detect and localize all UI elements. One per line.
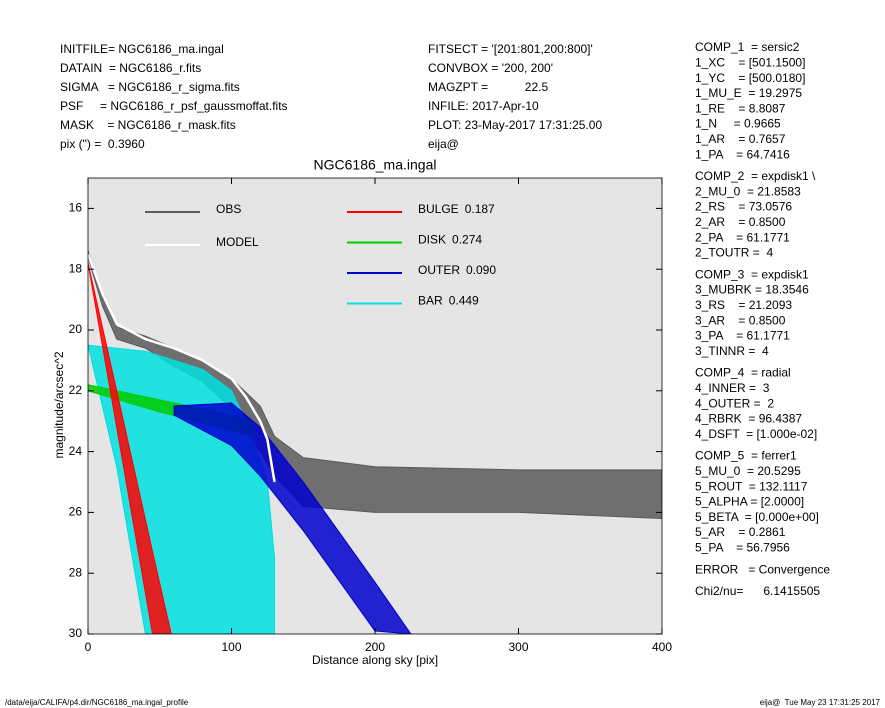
- legend-name: DISK: [418, 233, 446, 247]
- parameter-line: COMP_3 = expdisk1: [695, 267, 809, 281]
- parameter-line: 1_PA = 64.7416: [695, 147, 790, 161]
- y-axis-label: magnitude/arcsec^2: [52, 351, 66, 458]
- y-tick-label: 20: [69, 322, 83, 336]
- plot-data: [88, 250, 662, 634]
- header-line: MASK = NGC6186_r_mask.fits: [60, 118, 236, 132]
- y-tick-label: 18: [69, 261, 83, 275]
- parameter-line: 4_DSFT = [1.000e-02]: [695, 427, 817, 441]
- y-tick-label: 24: [69, 444, 83, 458]
- parameter-line: 5_ROUT = 132.1117: [695, 479, 808, 493]
- x-tick-label: 0: [85, 640, 92, 654]
- legend-fraction: 0.187: [465, 202, 495, 216]
- parameter-line: ERROR = Convergence: [695, 562, 830, 576]
- parameter-line: 4_RBRK = 96.4387: [695, 412, 802, 426]
- parameter-line: 1_RE = 8.8087: [695, 101, 786, 115]
- parameter-line: 2_MU_0 = 21.8583: [695, 184, 801, 198]
- parameter-line: 5_AR = 0.2861: [695, 525, 786, 539]
- footer-path: /data/eija/CALIFA/p4.dir/NGC6186_ma.inga…: [5, 698, 189, 707]
- legend-label: OUTER 0.090: [418, 263, 496, 277]
- component-band: [88, 263, 172, 634]
- header-line: SIGMA = NGC6186_r_sigma.fits: [60, 80, 240, 94]
- header-line: PSF = NGC6186_r_psf_gaussmoffat.fits: [60, 99, 288, 113]
- legend-label: BULGE 0.187: [418, 202, 495, 216]
- y-tick-label: 28: [69, 565, 83, 579]
- x-tick-label: 200: [365, 640, 385, 654]
- model-line: [88, 253, 276, 483]
- parameter-line: 4_INNER = 3: [695, 381, 770, 395]
- parameter-line: 5_MU_0 = 20.5295: [695, 464, 801, 478]
- legend-name: OUTER: [418, 263, 460, 277]
- x-axis-label: Distance along sky [pix]: [312, 653, 438, 667]
- y-tick-label: 30: [69, 626, 83, 640]
- legend-fraction: 0.274: [452, 233, 482, 247]
- parameter-line: COMP_5 = ferrer1: [695, 449, 797, 463]
- parameter-line: 3_MUBRK = 18.3546: [695, 283, 809, 297]
- parameter-line: 1_XC = [501.1500]: [695, 55, 805, 69]
- header-line: pix (") = 0.3960: [60, 137, 145, 151]
- x-tick-label: 300: [508, 640, 528, 654]
- parameter-line: 2_AR = 0.8500: [695, 215, 786, 229]
- x-tick-label: 400: [652, 640, 672, 654]
- legend-fraction: 0.090: [466, 263, 496, 277]
- parameter-line: 2_PA = 61.1771: [695, 230, 790, 244]
- header-line: FITSECT = '[201:801,200:800]': [428, 42, 593, 56]
- parameter-line: 4_OUTER = 2: [695, 396, 774, 410]
- parameter-line: 5_PA = 56.7956: [695, 540, 790, 554]
- parameter-line: COMP_4 = radial: [695, 366, 791, 380]
- component-band: [173, 402, 412, 634]
- parameter-line: 1_AR = 0.7657: [695, 132, 786, 146]
- header-line: PLOT: 23-May-2017 17:31:25.00: [428, 118, 602, 132]
- parameter-line: Chi2/nu= 6.1415505: [695, 584, 820, 598]
- parameter-line: 1_N = 0.9665: [695, 117, 781, 131]
- parameter-line: 3_PA = 61.1771: [695, 329, 790, 343]
- chart-title: NGC6186_ma.ingal: [314, 157, 437, 173]
- parameter-line: 2_TOUTR = 4: [695, 246, 773, 260]
- header-line: eija@: [428, 137, 459, 151]
- legend-label: DISK 0.274: [418, 233, 482, 247]
- legend-name: BAR: [418, 294, 443, 308]
- header-line: DATAIN = NGC6186_r.fits: [60, 61, 201, 75]
- parameter-line: COMP_2 = expdisk1 \: [695, 169, 816, 183]
- parameter-line: 3_TINNR = 4: [695, 344, 769, 358]
- parameter-line: 5_BETA = [0.000e+00]: [695, 510, 819, 524]
- legend-fraction: 0.449: [449, 294, 479, 308]
- legend-label: BAR 0.449: [418, 294, 479, 308]
- legend-label: MODEL: [216, 235, 259, 249]
- parameter-line: 1_MU_E = 19.2975: [695, 86, 802, 100]
- parameter-line: COMP_1 = sersic2: [695, 40, 800, 54]
- header-line: INFILE: 2017-Apr-10: [428, 99, 539, 113]
- y-tick-label: 16: [69, 201, 83, 215]
- y-tick-label: 22: [69, 383, 83, 397]
- legend-name: BULGE: [418, 202, 459, 216]
- x-tick-label: 100: [221, 640, 241, 654]
- header-line: MAGZPT = 22.5: [428, 80, 548, 94]
- parameter-line: 2_RS = 73.0576: [695, 200, 792, 214]
- parameter-line: 1_YC = [500.0180]: [695, 71, 805, 85]
- y-tick-label: 26: [69, 505, 83, 519]
- parameter-line: 5_ALPHA = [2.0000]: [695, 495, 804, 509]
- legend-label: OBS: [216, 202, 241, 216]
- parameter-line: 3_AR = 0.8500: [695, 313, 786, 327]
- header-line: CONVBOX = '200, 200': [428, 61, 553, 75]
- parameter-line: 3_RS = 21.2093: [695, 298, 792, 312]
- header-line: INITFILE= NGC6186_ma.ingal: [60, 42, 224, 56]
- footer-stamp: eija@ Tue May 23 17:31:25 2017: [760, 698, 881, 707]
